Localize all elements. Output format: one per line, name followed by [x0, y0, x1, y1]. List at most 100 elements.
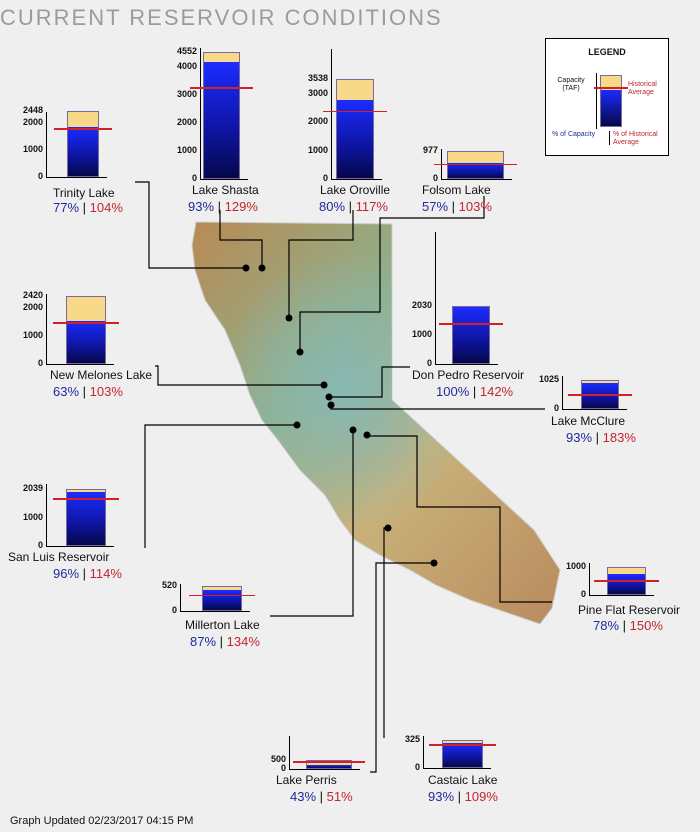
tick-label: 3000 [307, 88, 328, 99]
reservoir-name: Don Pedro Reservoir [412, 368, 525, 382]
historical-average-line [54, 128, 112, 130]
y-axis [46, 294, 47, 364]
y-axis [589, 563, 590, 595]
pct-of-capacity: 78% [593, 618, 620, 633]
x-axis [589, 595, 654, 596]
y-axis [435, 232, 436, 364]
tick-label: 2420 [22, 290, 43, 300]
storage-fill [443, 742, 482, 767]
storage-fill [203, 590, 241, 610]
tick-label: 0 [191, 173, 197, 183]
tick-label: 1000 [565, 561, 586, 571]
historical-average-line [53, 498, 119, 500]
legend-historical-line [594, 87, 628, 89]
tick-label: 1000 [411, 329, 432, 340]
pct-of-historical-average: 183% [602, 430, 636, 445]
pct-separator: | [345, 199, 356, 214]
tick-label: 0 [322, 173, 328, 183]
pct-of-capacity: 93% [566, 430, 593, 445]
reservoir-percentages: 57% | 103% [422, 199, 492, 214]
storage-fill [448, 163, 503, 178]
legend-pct-capacity-label: % of Capacity [552, 131, 596, 138]
pct-of-historical-average: 134% [226, 634, 260, 649]
reservoir-name: New Melones Lake [50, 368, 153, 382]
x-axis [200, 179, 248, 180]
tick-label: 500 [270, 754, 286, 764]
tick-label: 1025 [538, 374, 559, 384]
x-axis [289, 769, 360, 770]
reservoir-percentages: 87% | 134% [190, 634, 260, 649]
pct-of-capacity: 57% [422, 199, 449, 214]
pct-of-historical-average: 150% [629, 618, 663, 633]
pct-of-capacity: 63% [53, 384, 80, 399]
reservoir-percentages: 43% | 51% [290, 789, 353, 804]
storage-fill [608, 573, 645, 594]
pct-of-capacity: 80% [319, 199, 346, 214]
tick-label: 0 [426, 358, 432, 368]
x-axis [46, 364, 114, 365]
pct-separator: | [619, 618, 630, 633]
pct-of-capacity: 100% [436, 384, 470, 399]
pct-of-capacity: 93% [428, 789, 455, 804]
storage-fill [67, 492, 105, 545]
reservoir-name: Lake Oroville [320, 183, 391, 197]
capacity-bar [306, 760, 352, 769]
tick-label: 1000 [22, 329, 43, 340]
pct-of-historical-average: 142% [479, 384, 514, 399]
reservoir-name: Folsom Lake [422, 183, 491, 197]
historical-average-line [568, 394, 632, 396]
pct-separator: | [216, 634, 227, 649]
historical-average-line [323, 110, 387, 113]
tick-label: 0 [171, 605, 177, 615]
pct-of-capacity: 96% [53, 566, 80, 581]
historical-average-line [53, 322, 119, 324]
tick-label: 1000 [176, 145, 197, 156]
reservoir-percentages: 100% | 142% [436, 384, 513, 399]
pct-separator: | [454, 789, 465, 804]
x-axis [562, 409, 627, 410]
tick-label: 1000 [307, 144, 328, 155]
x-axis [46, 546, 114, 547]
storage-fill [453, 307, 489, 363]
pct-of-historical-average: 103% [458, 199, 492, 214]
tick-label: 0 [280, 763, 286, 773]
y-axis [423, 736, 424, 768]
historical-average-line [190, 87, 253, 89]
reservoir-percentages: 93% | 129% [188, 199, 258, 214]
pct-of-historical-average: 103% [89, 384, 123, 399]
pct-of-historical-average: 117% [355, 199, 388, 214]
reservoir-percentages: 93% | 109% [428, 789, 498, 804]
tick-label: 2448 [22, 105, 43, 115]
storage-fill [67, 321, 105, 363]
reservoir-percentages: 63% | 103% [53, 384, 123, 399]
historical-average-line [429, 744, 496, 746]
storage-fill [337, 99, 373, 178]
pct-of-historical-average: 109% [464, 789, 498, 804]
storage-fill [68, 126, 98, 176]
tick-label: 2000 [22, 301, 43, 312]
y-axis [331, 49, 332, 179]
reservoir-name: Lake McClure [551, 414, 626, 428]
pct-separator: | [316, 789, 327, 804]
pct-of-capacity: 87% [190, 634, 217, 649]
tick-label: 977 [422, 145, 438, 155]
pct-of-historical-average: 51% [326, 789, 353, 804]
historical-average-line [293, 761, 365, 763]
page-title: CURRENT RESERVOIR CONDITIONS [0, 5, 443, 30]
reservoir-name: Pine Flat Reservoir [578, 603, 681, 617]
reservoir-percentages: 78% | 150% [593, 618, 663, 633]
tick-label: 0 [414, 762, 420, 772]
reservoir-percentages: 80% | 117% [319, 199, 388, 214]
capacity-bar [66, 296, 106, 364]
reservoir-name: Lake Perris [276, 773, 337, 787]
reservoir-name: Trinity Lake [53, 186, 115, 200]
pct-of-historical-average: 114% [89, 566, 122, 581]
tick-label: 0 [553, 403, 559, 413]
y-axis [562, 376, 563, 409]
x-axis [46, 177, 107, 178]
capacity-bar [336, 79, 374, 179]
graph-updated-text: Graph Updated 02/23/2017 04:15 PM [10, 815, 194, 827]
reservoir-percentages: 96% | 114% [53, 566, 122, 581]
